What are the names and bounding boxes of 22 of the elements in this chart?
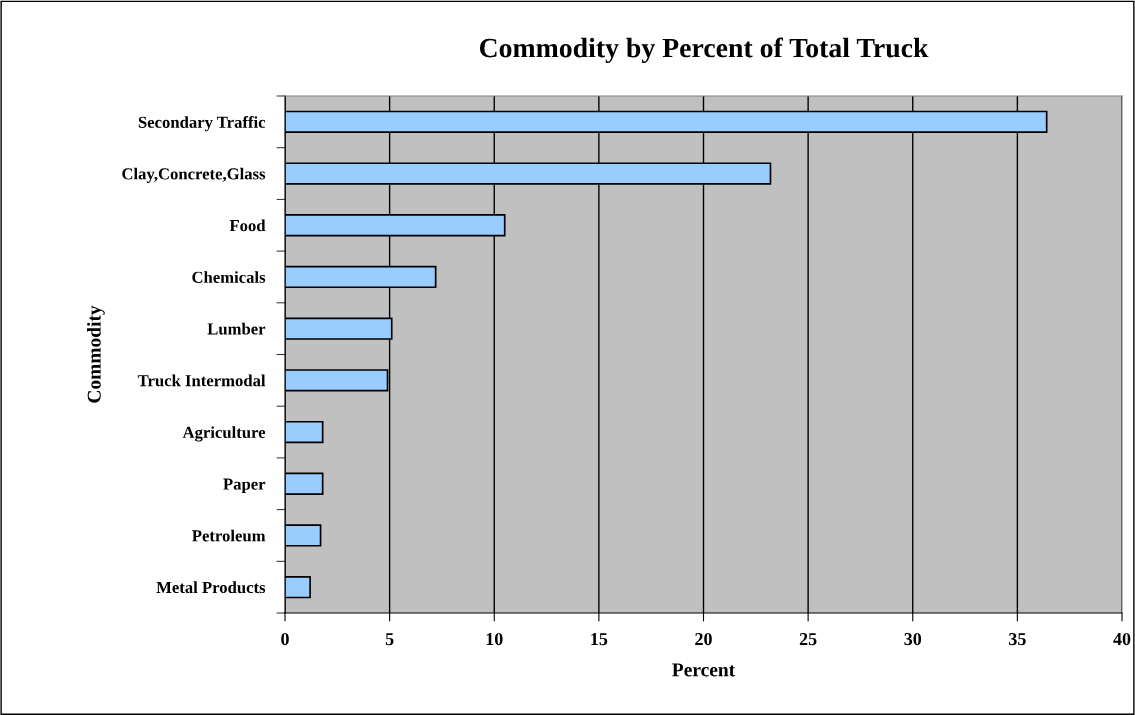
y-tick-label: Petroleum: [192, 529, 266, 542]
x-tick-label: 15: [591, 633, 608, 646]
x-tick-label: 40: [1113, 632, 1131, 646]
y-tick-label: Metal Products: [156, 581, 266, 594]
y-tick-label: Food: [229, 219, 266, 232]
x-tick-label: 25: [799, 633, 817, 646]
x-axis-title: Percent: [672, 663, 736, 677]
y-tick-label: Chemicals: [192, 271, 266, 283]
y-tick-label: Lumber: [207, 322, 266, 335]
x-tick-label: 30: [904, 632, 922, 646]
chart-title: Commodity by Percent of Total Truck: [479, 37, 929, 64]
x-tick-label: 0: [281, 632, 289, 646]
y-tick-label: Paper: [223, 478, 266, 494]
y-tick-label: Clay,Concrete,Glass: [122, 167, 266, 183]
x-tick-label: 5: [385, 633, 394, 646]
y-tick-label: Secondary Traffic: [138, 115, 266, 132]
y-tick-label: Truck Intermodal: [137, 374, 266, 387]
x-tick-label: 20: [695, 632, 712, 646]
y-axis-title: Commodity: [87, 305, 105, 403]
y-tick-label: Agriculture: [182, 426, 266, 442]
x-tick-label: 35: [1009, 633, 1026, 646]
x-tick-label: 10: [486, 632, 503, 646]
